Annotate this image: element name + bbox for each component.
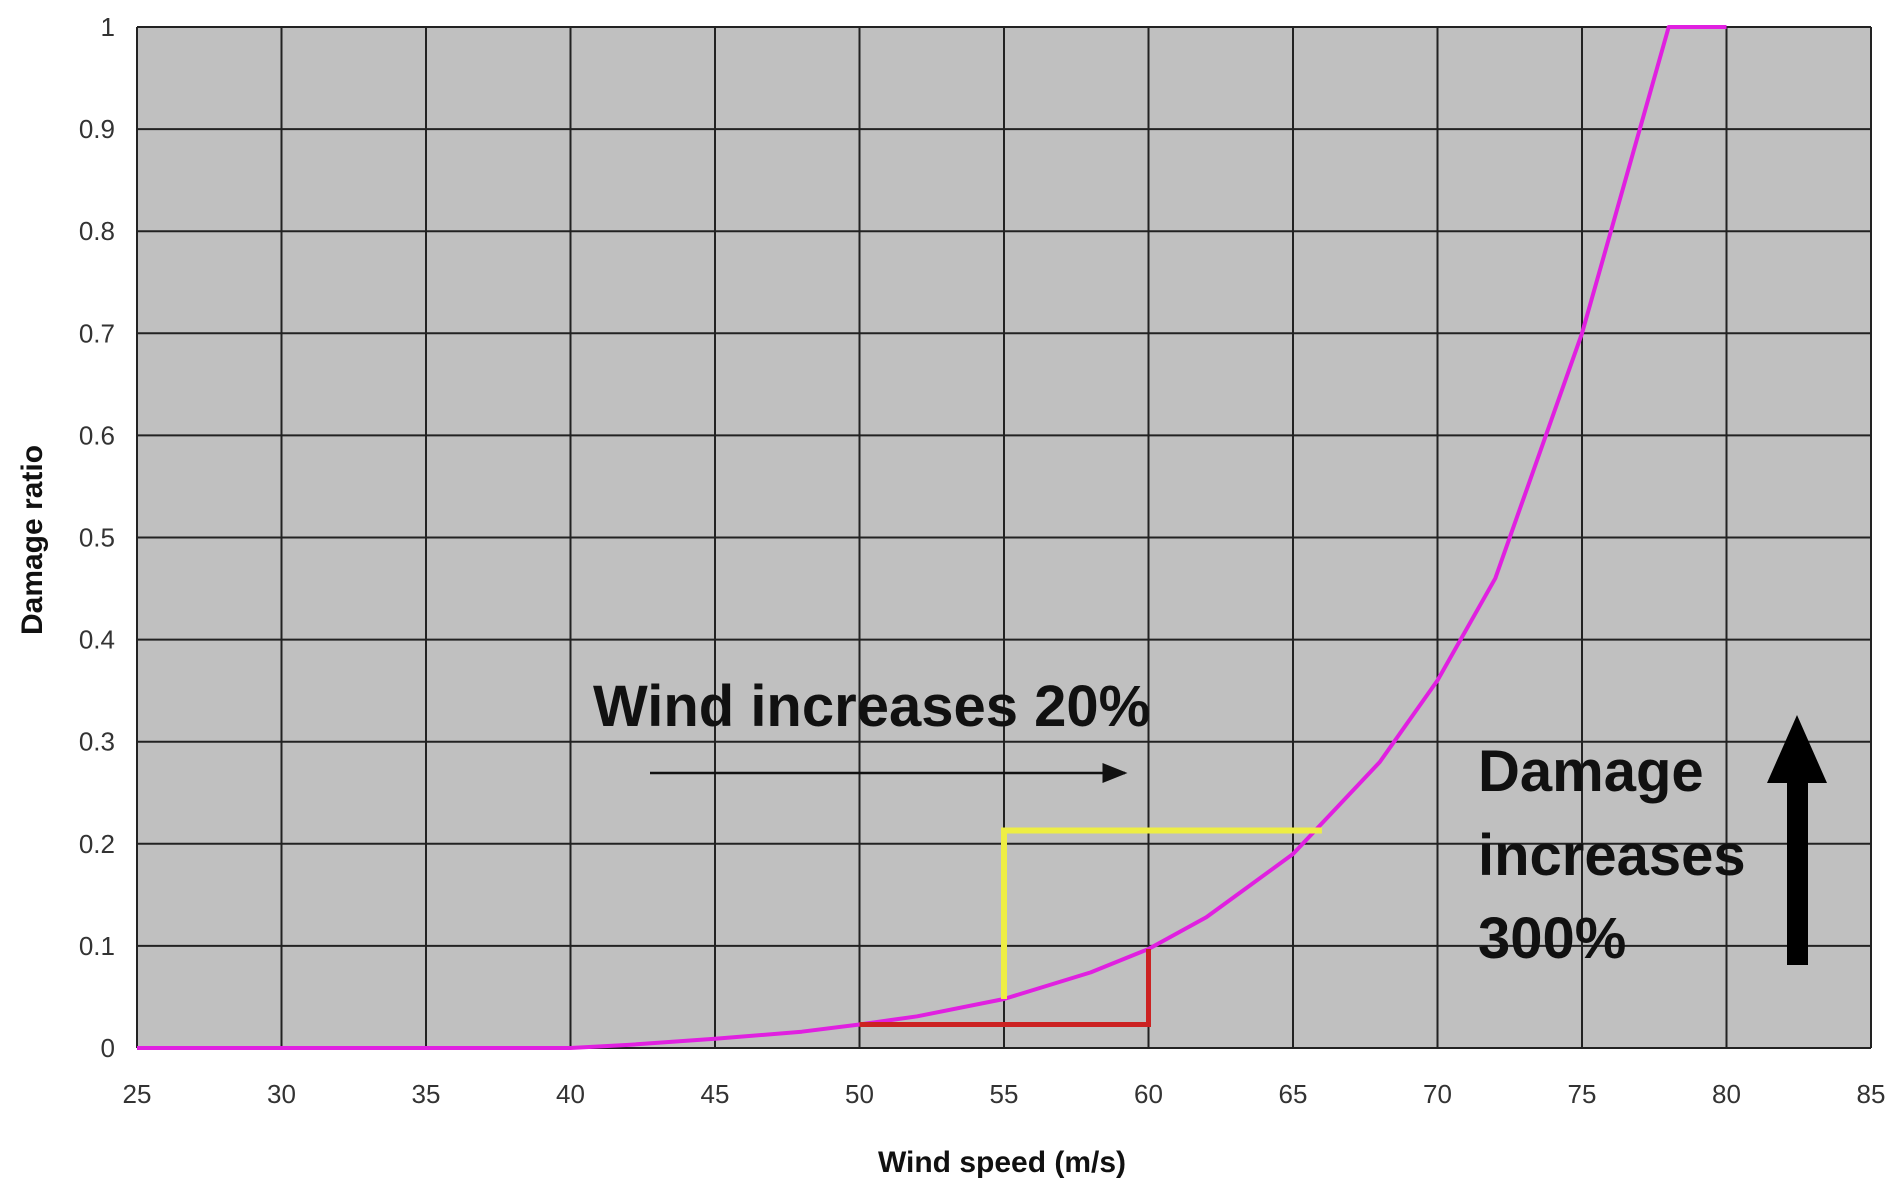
x-tick-label: 80: [1712, 1079, 1741, 1109]
damage-increase-line-3: 300%: [1478, 906, 1626, 971]
x-tick-label: 25: [123, 1079, 152, 1109]
damage-curve-line: [137, 25, 1727, 1050]
x-tick-label: 30: [267, 1079, 296, 1109]
x-axis-title: Wind speed (m/s): [878, 1146, 1126, 1179]
x-tick-label: 50: [845, 1079, 874, 1109]
damage-increase-line-2: increases: [1478, 823, 1746, 888]
x-tick-label: 35: [412, 1079, 441, 1109]
y-tick-label: 0.6: [79, 420, 115, 450]
x-tick-label: 70: [1423, 1079, 1452, 1109]
y-tick-label: 0.7: [79, 318, 115, 348]
y-tick-label: 0.1: [79, 931, 115, 961]
x-tick-label: 40: [556, 1079, 585, 1109]
y-tick-label: 0.2: [79, 829, 115, 859]
y-tick-label: 0.4: [79, 625, 115, 655]
y-tick-label: 0.3: [79, 727, 115, 757]
red-bracket: [859, 948, 1151, 1028]
x-axis-ticks: 25 30 35 40 45 50 55 60 65 70 75 80 85: [123, 1079, 1886, 1109]
yellow-bracket: [1001, 827, 1322, 999]
y-tick-label: 0.5: [79, 523, 115, 553]
annotation-brackets: [859, 827, 1322, 1028]
y-tick-label: 0.8: [79, 216, 115, 246]
damage-curve: [137, 25, 1727, 1050]
y-axis-ticks: 0 0.1 0.2 0.3 0.4 0.5 0.6 0.7 0.8 0.9 1: [79, 12, 115, 1063]
x-tick-label: 55: [990, 1079, 1019, 1109]
wind-increase-label: Wind increases 20%: [593, 674, 1150, 739]
damage-increase-line-1: Damage: [1478, 739, 1704, 804]
x-tick-label: 65: [1279, 1079, 1308, 1109]
x-tick-label: 85: [1857, 1079, 1886, 1109]
x-tick-label: 45: [701, 1079, 730, 1109]
y-tick-label: 0: [101, 1033, 115, 1063]
y-tick-label: 1: [101, 12, 115, 42]
damage-up-arrow: [1767, 715, 1827, 965]
x-tick-label: 60: [1134, 1079, 1163, 1109]
y-tick-label: 0.9: [79, 114, 115, 144]
x-tick-label: 75: [1568, 1079, 1597, 1109]
y-axis-title: Damage ratio: [16, 445, 49, 635]
